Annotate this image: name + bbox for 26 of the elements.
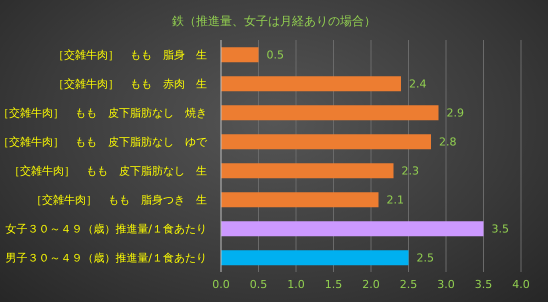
data-label: 3.5 [492, 222, 509, 236]
y-tick-label: ［交雑牛肉］ もも 脂身 生 [53, 48, 207, 62]
x-tick-label: 3.0 [437, 278, 455, 291]
x-tick-label: 0.0 [212, 278, 230, 291]
y-tick-label: ［交雑牛肉］ もも 皮下脂肪なし 焼き [0, 106, 207, 120]
data-label: 2.8 [439, 136, 456, 149]
y-tick-label: ［交雑牛肉］ もも 脂身つき 生 [31, 194, 207, 206]
data-label: 0.5 [266, 48, 284, 62]
y-tick-label: 女子３０～４９（歳）推進量/１食あたり [5, 222, 207, 236]
y-tick-label: ［交雑牛肉］ もも 赤肉 生 [53, 78, 207, 90]
y-tick-label: ［交雑牛肉］ もも 皮下脂肪なし 生 [9, 164, 207, 178]
data-label: 2.3 [402, 164, 419, 178]
data-label: 2.5 [416, 252, 434, 265]
x-tick-label: 3.5 [474, 278, 492, 291]
x-tick-label: 1.0 [287, 278, 305, 291]
x-tick-label: 0.5 [250, 278, 268, 291]
x-tick-label: 2.0 [362, 278, 380, 291]
x-tick-label: 4.0 [512, 278, 530, 291]
chart-title: 鉄（推進量、女子は月経ありの場合） [171, 13, 377, 30]
data-label: 2.4 [409, 78, 426, 91]
data-label: 2.1 [386, 194, 404, 207]
x-tick-label: 2.5 [400, 278, 418, 291]
y-tick-label: ［交雑牛肉］ もも 皮下脂肪なし ゆで [0, 136, 208, 148]
data-label: 2.9 [446, 106, 464, 120]
x-tick-label: 1.5 [324, 278, 342, 291]
y-tick-label: 男子３０～４９（歳）推進量/１食あたり [5, 252, 207, 264]
